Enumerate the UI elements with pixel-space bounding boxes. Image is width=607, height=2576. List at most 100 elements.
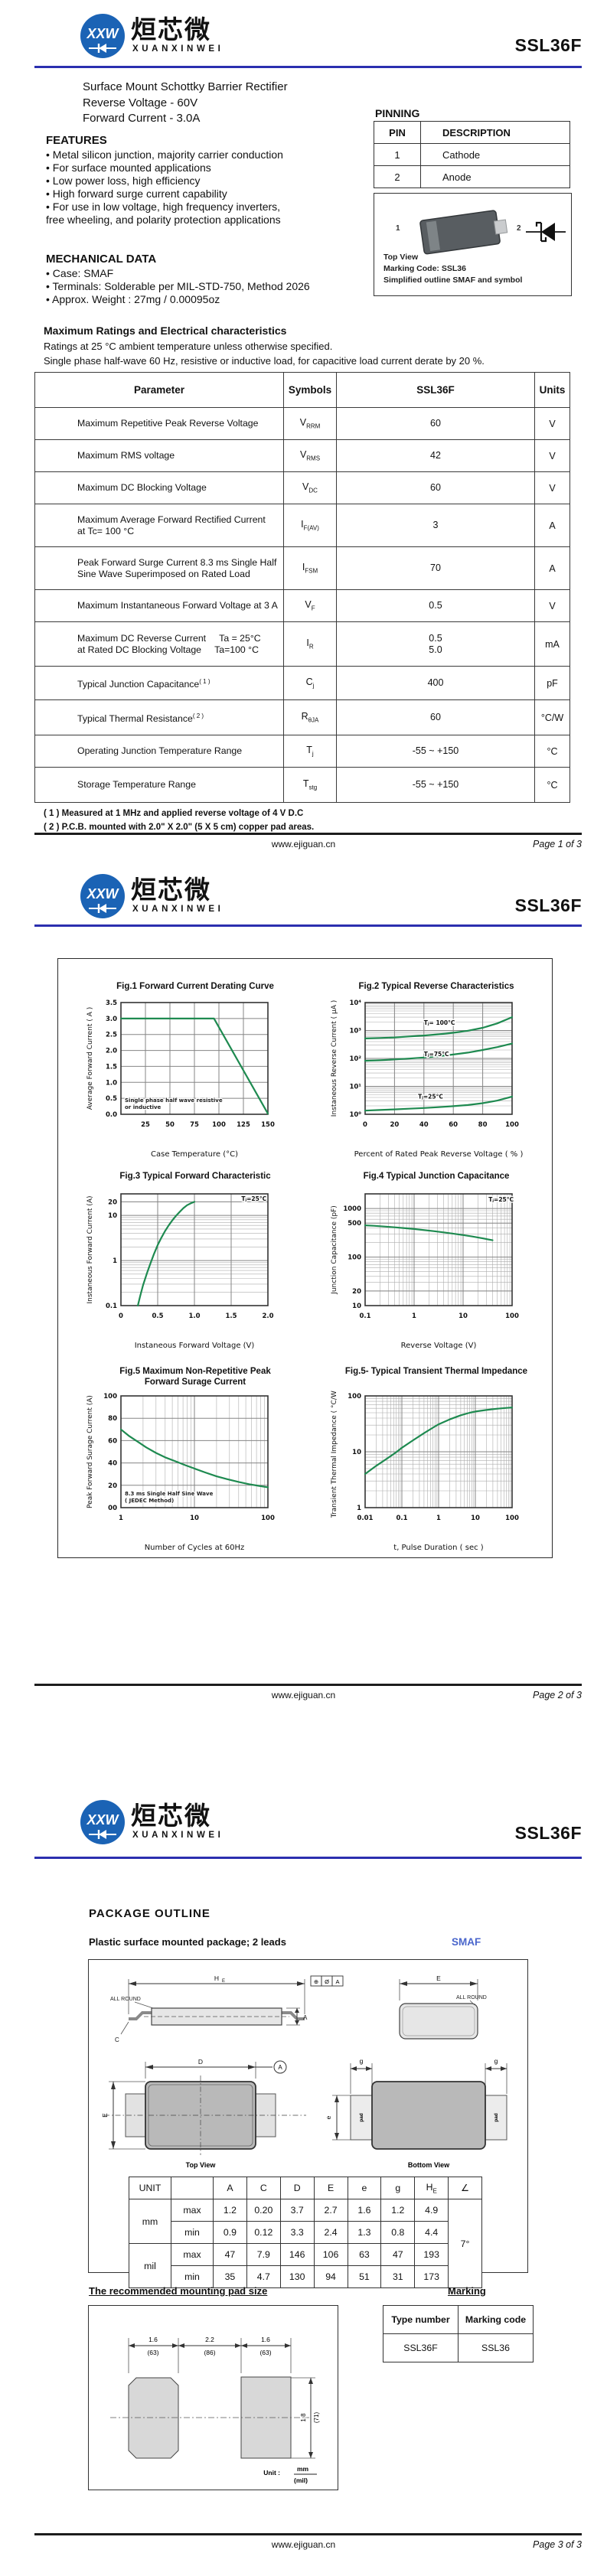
table-row: Maximum DC Blocking Voltage VDC 60 V [34,471,570,504]
table-row: Typical Thermal Resistance( 2 ) RθJA 60 °C/… [34,699,570,735]
features-list: • Metal silicon junction, majority carri… [46,148,352,227]
svg-text:pad: pad [359,2113,364,2122]
svg-text:2.2: 2.2 [205,2336,214,2343]
svg-text:1: 1 [119,1515,123,1522]
logo-cn-text: 烜芯微 [131,875,211,905]
svg-text:10¹: 10¹ [349,1084,361,1091]
fig1-forward-current-derating-title: Fig.1 Forward Current Derating Curve [116,982,274,991]
bottom-view-drawing: g g e pad pad Bottom View [321,2056,536,2174]
logo-icon: XXW [80,1800,125,1844]
svg-text:20: 20 [108,1482,117,1490]
table-row: Type number Marking code [383,2305,534,2334]
svg-text:E: E [436,1974,441,1982]
pad-drawing: 1.6 (63) 2.2 (86) 1.6 (63) 1.8 (71) Unit : mm (mil… [89,2306,338,2491]
svg-text:100: 100 [103,1393,117,1400]
fig3-typical-forward-characteristic-chart: Tⱼ=25°C 0 0.5 1.0 1.5 2.0 0.1 1 10 20 Instaneous F… [83,1186,283,1357]
svg-text:A: A [278,2064,282,2071]
svg-text:Case Temperature (°C): Case Temperature (°C) [151,1150,238,1159]
svg-text:Transient Thermal Impedance (: Transient Thermal Impedance ( °C/W ) [331,1388,338,1518]
svg-text:100: 100 [505,1121,519,1129]
header-rule-3 [34,1857,582,1859]
text-line: Reverse Voltage - 60V [83,96,198,109]
table-row: Typical Junction Capacitance( 1 ) Cj 400 pF [34,666,570,700]
mechanical-list: • Case: SMAF • Terminals: Solderable per … [46,267,367,306]
svg-text:0.0: 0.0 [106,1111,117,1119]
logo-en-text: XUANXINWEI [132,1831,224,1840]
fig5-max-non-repetitive-surge-chart: 8.3 ms Single Half Sine Wave( JEDEC Meth… [83,1388,283,1559]
svg-text:Instaneous Reverse Current ( µ: Instaneous Reverse Current ( µA ) [331,1000,338,1117]
package-preview-box: 1 2 Top View Marking Code: SSL36 Simplified … [374,193,572,296]
svg-text:or inductive: or inductive [125,1104,162,1110]
svg-text:3.5: 3.5 [106,999,117,1007]
header-rule [34,66,582,68]
side-view-drawing: ALL ROUND H E ⊕ Ø A A C [107,1970,346,2053]
svg-text:0.5: 0.5 [106,1095,117,1103]
svg-text:Ø: Ø [325,1978,329,1985]
marking-table-wrap: Type number Marking code SSL36F SSL36 [383,2305,534,2362]
bullet-item: • Approx. Weight : 27mg / 0.00095oz [46,293,220,305]
fig4-typical-junction-capacitance-title: Fig.4 Typical Junction Capacitance [363,1172,510,1181]
part-number-3: SSL36F [514,1823,582,1843]
text-line: Forward Current - 3.0A [83,112,201,125]
svg-text:125: 125 [237,1121,250,1129]
svg-text:Average Forward Current ( A ): Average Forward Current ( A ) [86,1007,94,1110]
bullet-item: • For use in low voltage, high frequency… [46,201,281,226]
svg-text:0.1: 0.1 [359,1312,370,1320]
svg-text:0.1: 0.1 [396,1515,407,1522]
text-line: ( 2 ) P.C.B. mounted with 2.0" X 2.0" (5… [44,823,315,832]
svg-text:C: C [115,2036,119,2043]
svg-text:Marking Code: SSL36: Marking Code: SSL36 [383,264,466,273]
svg-text:100: 100 [348,1393,361,1400]
svg-text:Tⱼ=75°C: Tⱼ=75°C [424,1051,449,1058]
bullet-item: • Metal silicon junction, majority carri… [46,148,283,161]
svg-text:(mil): (mil) [294,2477,308,2484]
svg-text:10³: 10³ [349,1028,361,1035]
text-line: Single phase half-wave 60 Hz, resistive … [44,354,485,367]
table-row: Maximum Instantaneous Forward Voltage at… [34,589,570,622]
table-row: min 0.9 0.12 3.3 2.4 1.3 0.8 4.4 [129,2221,482,2244]
svg-text:(63): (63) [259,2349,271,2356]
svg-text:g: g [360,2057,364,2065]
svg-text:Reverse Voltage (V): Reverse Voltage (V) [401,1342,477,1350]
bullet-item: • Low power loss, high efficiency [46,174,201,187]
svg-text:10: 10 [108,1212,117,1220]
schottky-diode-icon [526,221,566,243]
footer-rule-2 [34,1684,582,1686]
pinning-table: PIN DESCRIPTION 1 Cathode 2 Anode [374,121,570,188]
table-row: Storage Temperature Range Tstg -55 ~ +150 °… [34,767,570,803]
svg-text:Bottom View: Bottom View [408,2161,450,2169]
header-rule-2 [34,924,582,927]
svg-text:Tⱼ=25°C: Tⱼ=25°C [241,1195,266,1202]
footer-page-1: Page 1 of 3 [533,839,582,849]
logo-icon: XXW [80,14,125,58]
fig6-transient-thermal-impedance-chart: 0.01 0.1 1 10 100 1 10 100 t, Pulse Duration ( s… [327,1386,527,1559]
svg-text:3.0: 3.0 [106,1016,117,1023]
svg-text:2.0: 2.0 [106,1048,117,1055]
ratings-conditions: Ratings at 25 °C ambient temperature unl… [44,340,485,368]
svg-text:100: 100 [212,1121,226,1129]
svg-text:( JEDEC Method): ( JEDEC Method) [125,1498,174,1504]
fig5-max-non-repetitive-surge-title: Fig.5 Maximum Non-Repetitive Peak Forward… [119,1367,271,1387]
bullet-item: • Case: SMAF [46,267,114,279]
marking-title: Marking [448,2285,486,2297]
pad-size-title: The recommended mounting pad size [89,2285,268,2297]
svg-text:1: 1 [412,1312,416,1320]
table-row: Maximum RMS voltage VRMS 42 V [34,439,570,472]
svg-text:20: 20 [108,1198,117,1206]
table-row: SSL36F SSL36 [383,2333,534,2362]
svg-text:10: 10 [190,1515,199,1522]
svg-text:Percent of Rated Peak Reverse: Percent of Rated Peak Reverse Voltage ( … [354,1150,524,1159]
svg-text:Junction Capacitance (pF): Junction Capacitance (pF) [331,1205,338,1295]
svg-text:10: 10 [352,1303,361,1310]
svg-text:20: 20 [390,1121,399,1129]
svg-text:Instaneous Forward Current (A: Instaneous Forward Current (A) [86,1196,94,1304]
footer-website-1: www.ejiguan.cn [271,839,336,849]
package-outline-title: PACKAGE OUTLINE [89,1907,210,1920]
table-row: Peak Forward Surge Current 8.3 ms Single… [34,546,570,590]
svg-text:t, Pulse Duration ( sec ): t, Pulse Duration ( sec ) [393,1544,484,1552]
svg-text:0: 0 [363,1121,367,1129]
fig3-typical-forward-characteristic-title: Fig.3 Typical Forward Characteristic [119,1172,271,1181]
svg-text:80: 80 [108,1415,117,1423]
svg-text:g: g [494,2057,498,2065]
svg-text:Single phase half wave resisti: Single phase half wave resistive [125,1097,223,1104]
